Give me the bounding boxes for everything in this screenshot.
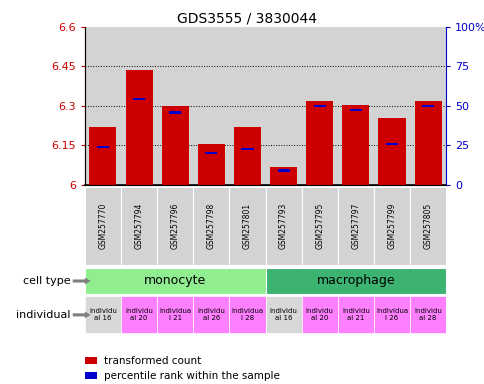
Text: transformed count: transformed count [104,356,201,366]
Bar [133,98,145,100]
Bar [121,27,157,185]
Text: GSM257796: GSM257796 [170,202,180,249]
Text: individu
al 26: individu al 26 [197,308,225,321]
Text: individu
al 16: individu al 16 [269,308,297,321]
Text: individu
al 16: individu al 16 [89,308,117,321]
Bar [421,105,433,107]
Bar [193,187,229,265]
Bar [265,187,301,265]
Bar [197,144,225,185]
Bar [233,127,260,185]
Text: GSM257805: GSM257805 [423,202,432,249]
Bar [301,27,337,185]
Text: GSM257793: GSM257793 [278,202,287,249]
Bar [229,296,265,333]
Bar [157,187,193,265]
Bar [337,27,373,185]
Text: GSM257770: GSM257770 [98,202,107,249]
Bar [97,146,109,148]
Text: individual: individual [16,310,70,320]
Bar [265,296,301,333]
Bar [409,296,445,333]
Bar [301,296,337,333]
Bar [241,148,253,151]
Text: individu
al 20: individu al 20 [125,308,152,321]
Bar [157,27,193,185]
Bar [373,296,409,333]
Text: macrophage: macrophage [316,275,394,288]
Bar [193,27,229,185]
Bar [169,111,181,114]
Text: individua
l 28: individua l 28 [231,308,263,321]
Bar [373,187,409,265]
Title: GDS3555 / 3830044: GDS3555 / 3830044 [177,12,317,26]
Bar [85,268,265,294]
Bar [337,296,373,333]
Bar [157,296,193,333]
Bar [337,187,373,265]
Bar [121,296,157,333]
Bar [161,106,188,185]
Bar [125,70,152,185]
Bar [414,101,441,185]
Bar [349,109,361,111]
Bar [373,27,409,185]
Bar [85,27,121,185]
Text: individu
al 20: individu al 20 [305,308,333,321]
Text: monocyte: monocyte [144,275,206,288]
Text: individu
al 28: individu al 28 [413,308,441,321]
Bar [277,169,289,172]
Bar [193,296,229,333]
Bar [378,118,405,185]
Text: GSM257798: GSM257798 [206,202,215,249]
Text: GSM257799: GSM257799 [387,202,396,249]
Text: GSM257797: GSM257797 [350,202,360,249]
Text: GSM257794: GSM257794 [134,202,143,249]
Bar [205,152,217,154]
Bar [229,187,265,265]
Bar [305,101,333,185]
Bar [85,296,121,333]
Text: percentile rank within the sample: percentile rank within the sample [104,371,280,381]
Bar [313,105,325,107]
Text: GSM257801: GSM257801 [242,203,252,249]
Bar [342,104,369,185]
Text: individua
l 21: individua l 21 [159,308,191,321]
Bar [270,167,297,185]
Bar [229,27,265,185]
Text: individua
l 26: individua l 26 [375,308,407,321]
Text: GSM257795: GSM257795 [315,202,324,249]
Text: cell type: cell type [23,276,70,286]
Bar [409,187,445,265]
Bar [301,187,337,265]
Bar [409,27,445,185]
Bar [265,27,301,185]
Bar [89,127,116,185]
Bar [265,268,445,294]
Bar [85,187,121,265]
Text: individu
al 21: individu al 21 [341,308,369,321]
Bar [385,143,397,145]
Bar [121,187,157,265]
